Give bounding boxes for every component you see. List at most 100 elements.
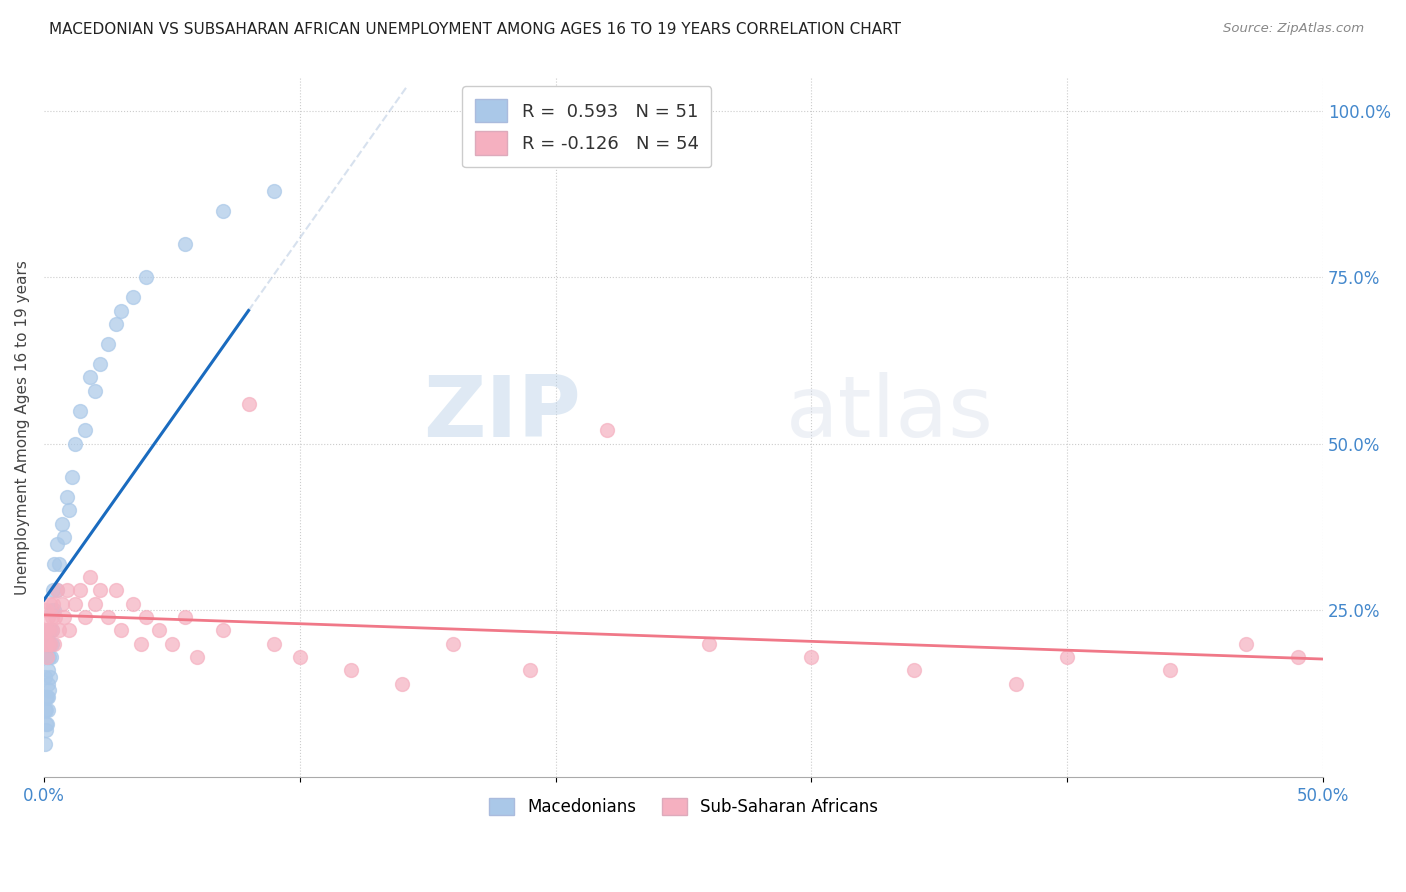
Point bbox=[53, 530, 76, 544]
Point bbox=[35, 716, 58, 731]
Point bbox=[58, 503, 80, 517]
Point bbox=[186, 650, 208, 665]
Text: atlas: atlas bbox=[786, 372, 994, 455]
Point bbox=[35, 637, 58, 651]
Point bbox=[37, 650, 59, 665]
Point bbox=[69, 583, 91, 598]
Point bbox=[48, 557, 70, 571]
Point bbox=[39, 624, 62, 638]
Point bbox=[73, 610, 96, 624]
Legend: Macedonians, Sub-Saharan Africans: Macedonians, Sub-Saharan Africans bbox=[481, 789, 886, 824]
Point bbox=[35, 650, 58, 665]
Point bbox=[110, 303, 132, 318]
Y-axis label: Unemployment Among Ages 16 to 19 years: Unemployment Among Ages 16 to 19 years bbox=[15, 260, 30, 595]
Point bbox=[110, 624, 132, 638]
Point bbox=[212, 203, 235, 218]
Point bbox=[41, 637, 63, 651]
Point bbox=[263, 637, 285, 651]
Point bbox=[37, 624, 59, 638]
Point bbox=[38, 597, 60, 611]
Point bbox=[441, 637, 464, 651]
Point bbox=[84, 597, 107, 611]
Point bbox=[519, 663, 541, 677]
Point bbox=[596, 424, 619, 438]
Point bbox=[238, 397, 260, 411]
Point bbox=[212, 624, 235, 638]
Point bbox=[89, 583, 111, 598]
Point bbox=[56, 490, 79, 504]
Point bbox=[38, 624, 60, 638]
Point bbox=[38, 670, 60, 684]
Point bbox=[45, 537, 67, 551]
Point bbox=[1056, 650, 1078, 665]
Point bbox=[35, 703, 58, 717]
Point bbox=[63, 597, 86, 611]
Point bbox=[42, 637, 65, 651]
Point bbox=[37, 637, 59, 651]
Point bbox=[135, 610, 157, 624]
Point bbox=[79, 570, 101, 584]
Point bbox=[45, 583, 67, 598]
Point bbox=[51, 597, 73, 611]
Point bbox=[800, 650, 823, 665]
Point bbox=[60, 470, 83, 484]
Point bbox=[34, 737, 56, 751]
Point bbox=[35, 690, 58, 704]
Point bbox=[56, 583, 79, 598]
Point bbox=[35, 690, 58, 704]
Point bbox=[391, 676, 413, 690]
Point bbox=[340, 663, 363, 677]
Point bbox=[122, 597, 145, 611]
Point bbox=[37, 676, 59, 690]
Point bbox=[37, 663, 59, 677]
Point bbox=[69, 403, 91, 417]
Point bbox=[73, 424, 96, 438]
Point bbox=[34, 723, 56, 738]
Point bbox=[97, 610, 120, 624]
Point bbox=[129, 637, 152, 651]
Point bbox=[38, 683, 60, 698]
Point bbox=[42, 597, 65, 611]
Point bbox=[596, 103, 619, 118]
Point bbox=[903, 663, 925, 677]
Point bbox=[173, 610, 195, 624]
Point bbox=[48, 624, 70, 638]
Point bbox=[41, 624, 63, 638]
Point bbox=[37, 703, 59, 717]
Point bbox=[1005, 676, 1028, 690]
Point bbox=[1159, 663, 1181, 677]
Point bbox=[1234, 637, 1257, 651]
Point bbox=[288, 650, 311, 665]
Point bbox=[58, 624, 80, 638]
Point bbox=[42, 583, 65, 598]
Point bbox=[63, 437, 86, 451]
Point bbox=[37, 624, 59, 638]
Point bbox=[42, 557, 65, 571]
Point bbox=[39, 650, 62, 665]
Text: MACEDONIAN VS SUBSAHARAN AFRICAN UNEMPLOYMENT AMONG AGES 16 TO 19 YEARS CORRELAT: MACEDONIAN VS SUBSAHARAN AFRICAN UNEMPLO… bbox=[49, 22, 901, 37]
Point bbox=[39, 637, 62, 651]
Point bbox=[44, 610, 66, 624]
Point bbox=[34, 703, 56, 717]
Point bbox=[79, 370, 101, 384]
Point bbox=[160, 637, 183, 651]
Point bbox=[35, 603, 58, 617]
Point bbox=[34, 624, 56, 638]
Point bbox=[97, 337, 120, 351]
Point bbox=[45, 583, 67, 598]
Point bbox=[37, 716, 59, 731]
Point bbox=[1286, 650, 1309, 665]
Point bbox=[34, 670, 56, 684]
Text: Source: ZipAtlas.com: Source: ZipAtlas.com bbox=[1223, 22, 1364, 36]
Point bbox=[84, 384, 107, 398]
Text: ZIP: ZIP bbox=[423, 372, 581, 455]
Point bbox=[53, 610, 76, 624]
Point bbox=[122, 290, 145, 304]
Point bbox=[37, 610, 59, 624]
Point bbox=[38, 650, 60, 665]
Point bbox=[104, 583, 127, 598]
Point bbox=[697, 637, 720, 651]
Point bbox=[135, 270, 157, 285]
Point bbox=[42, 603, 65, 617]
Point bbox=[38, 637, 60, 651]
